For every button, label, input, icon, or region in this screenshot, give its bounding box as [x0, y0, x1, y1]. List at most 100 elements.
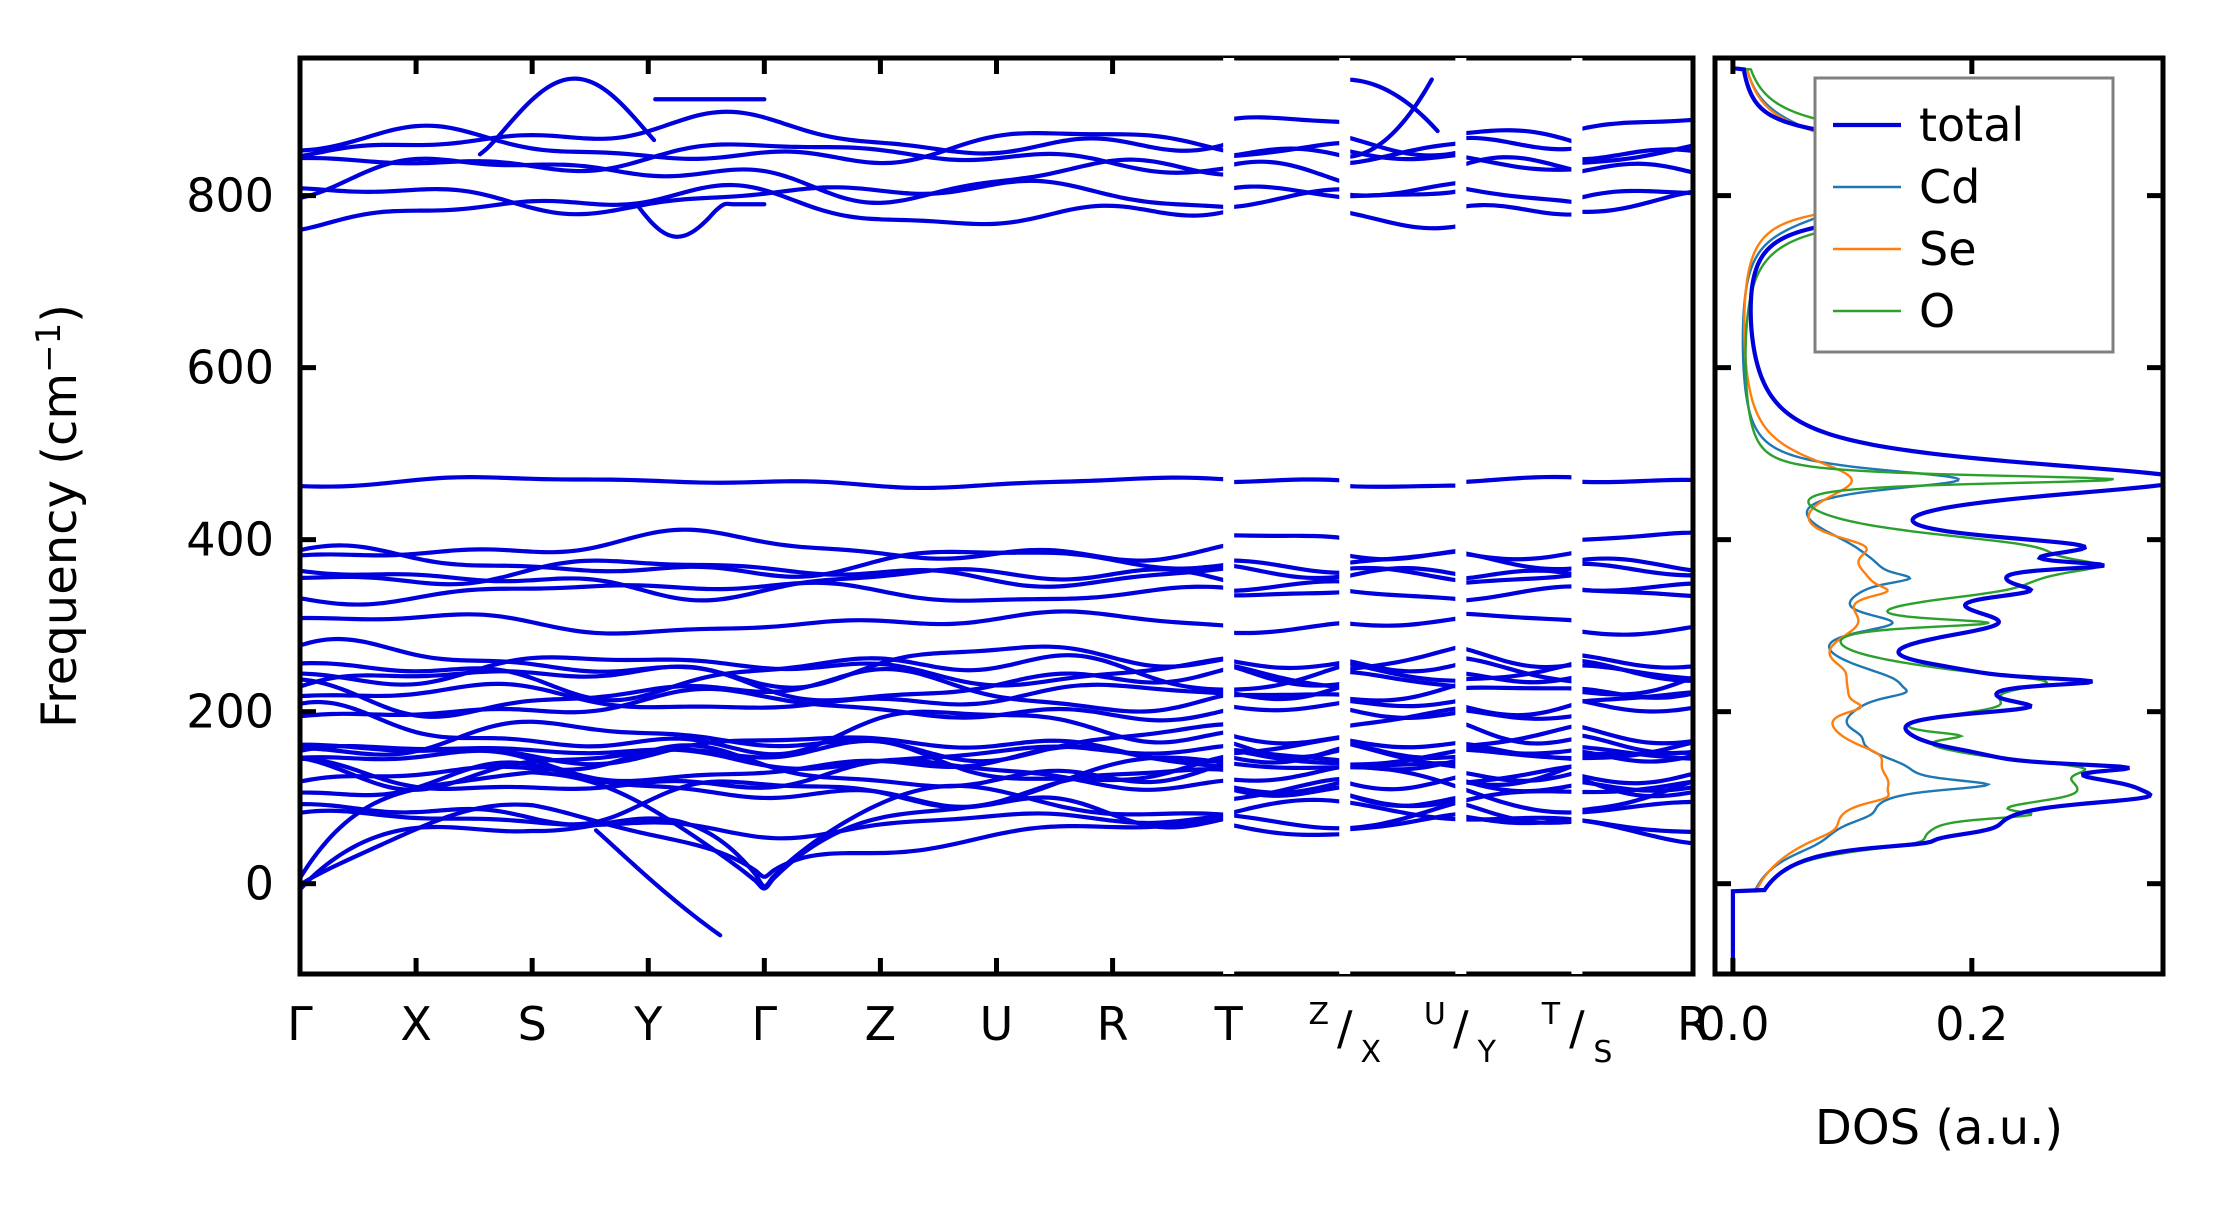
- band-segment: [593, 828, 723, 938]
- band-segment: [1226, 700, 1347, 713]
- fraction-denominator: S: [1593, 1035, 1612, 1070]
- band-segment: [1226, 558, 1347, 575]
- band-segment: [1226, 533, 1347, 541]
- band-segment: [1574, 740, 1693, 761]
- band-segment: [1458, 815, 1580, 823]
- band-segment: [1574, 817, 1693, 846]
- band-curve: [300, 182, 1693, 232]
- band-segment: [1226, 776, 1347, 802]
- band-segment: [1458, 763, 1580, 786]
- band-segment: [1226, 797, 1347, 816]
- band-segment: [1226, 732, 1347, 746]
- legend-label-se: Se: [1919, 222, 1977, 276]
- band-segment: [1342, 548, 1463, 562]
- band-segment: [1458, 572, 1580, 586]
- band-segment: [1574, 652, 1693, 670]
- band-segment: [1226, 477, 1347, 485]
- band-segment: [1342, 748, 1463, 767]
- band-curve: [300, 579, 1693, 607]
- band-segment: [1342, 799, 1463, 822]
- band-curve: [300, 636, 1693, 690]
- band-segment: [1342, 706, 1463, 720]
- band-segment: [1574, 658, 1693, 683]
- band-segment: [1342, 669, 1463, 690]
- y-label-tail: ): [32, 304, 88, 323]
- band-segment: [1574, 161, 1693, 175]
- band-curve: [300, 681, 1693, 714]
- band-segment: [1226, 159, 1347, 185]
- band-curve: [300, 609, 1693, 637]
- band-segment: [1458, 135, 1580, 152]
- band-segment: [300, 109, 1231, 159]
- band-segment: [1458, 154, 1580, 172]
- band-segment: [1226, 115, 1347, 125]
- band-segment: [1458, 789, 1580, 804]
- band-segment: [300, 178, 1231, 217]
- fraction-numerator: U: [1424, 997, 1446, 1032]
- band-segment: [1342, 565, 1463, 583]
- band-segment: [1574, 779, 1693, 795]
- x-tick-label-fraction: Z / X: [1308, 997, 1381, 1070]
- band-segment: [1458, 770, 1580, 783]
- band-segment: [300, 123, 1231, 166]
- band-curve: [300, 565, 1693, 603]
- band-segment: [1226, 764, 1347, 783]
- band-segment: [1342, 737, 1463, 750]
- dos-x-tick-label: 0.2: [1935, 997, 2008, 1051]
- acoustic-branch: [300, 755, 1693, 891]
- band-segment: [1342, 765, 1463, 791]
- band-segment: [1342, 739, 1463, 761]
- x-tick-label: X: [400, 997, 432, 1051]
- x-tick-label: Γ: [287, 997, 313, 1051]
- band-segment: [1342, 77, 1440, 134]
- band-segment: [1458, 550, 1580, 562]
- band-segment: [300, 779, 1231, 830]
- band-segment: [1226, 822, 1347, 837]
- band-segment: [634, 201, 767, 239]
- band-panel: [297, 55, 1696, 977]
- y-tick-label: 800: [186, 169, 274, 223]
- band-segment: [1226, 184, 1347, 200]
- band-segment: [1574, 732, 1693, 756]
- fraction-numerator: T: [1541, 997, 1561, 1032]
- dos-x-tick-label: 0.0: [1696, 997, 1769, 1051]
- fraction-slash: /: [1453, 1001, 1469, 1055]
- dos-legend: total Cd Se O: [1813, 76, 2115, 354]
- x-tick-label: Z: [865, 997, 897, 1051]
- band-curve: [300, 109, 1693, 159]
- band-curve: [300, 527, 1693, 563]
- band-segment: [1458, 723, 1580, 749]
- band-segment: [1458, 584, 1580, 603]
- x-tick-label: U: [980, 997, 1014, 1051]
- x-tick-label: S: [518, 997, 547, 1051]
- band-segment: [1458, 685, 1580, 691]
- band-segment: [1574, 587, 1693, 599]
- band-segment: [1226, 739, 1347, 760]
- band-segment: [1342, 209, 1463, 231]
- y-label-main: Frequency (cm: [32, 373, 88, 728]
- band-segment: [1458, 611, 1580, 623]
- y-tick-label: 600: [186, 341, 274, 395]
- band-segment: [1574, 748, 1693, 764]
- band-segment: [1458, 185, 1580, 205]
- band-segment: [1342, 792, 1463, 809]
- acoustic-branch: [300, 779, 1693, 892]
- band-segment: [1226, 620, 1347, 636]
- y-tick-label: 200: [186, 685, 274, 739]
- band-segment: [300, 802, 1231, 887]
- band-segment: [1458, 474, 1580, 485]
- top-branch: [477, 76, 1440, 239]
- band-segment: [1574, 477, 1693, 485]
- band-segment: [1226, 813, 1347, 831]
- band-segment: [1574, 530, 1693, 543]
- band-curve: [300, 474, 1693, 491]
- band-segment: [1226, 589, 1347, 598]
- band-segment: [1342, 588, 1463, 602]
- band-segment: [300, 664, 1231, 703]
- acoustic-branch: [300, 797, 1693, 887]
- x-tick-label-fraction: T / S: [1541, 997, 1613, 1070]
- band-segment: [1342, 799, 1463, 831]
